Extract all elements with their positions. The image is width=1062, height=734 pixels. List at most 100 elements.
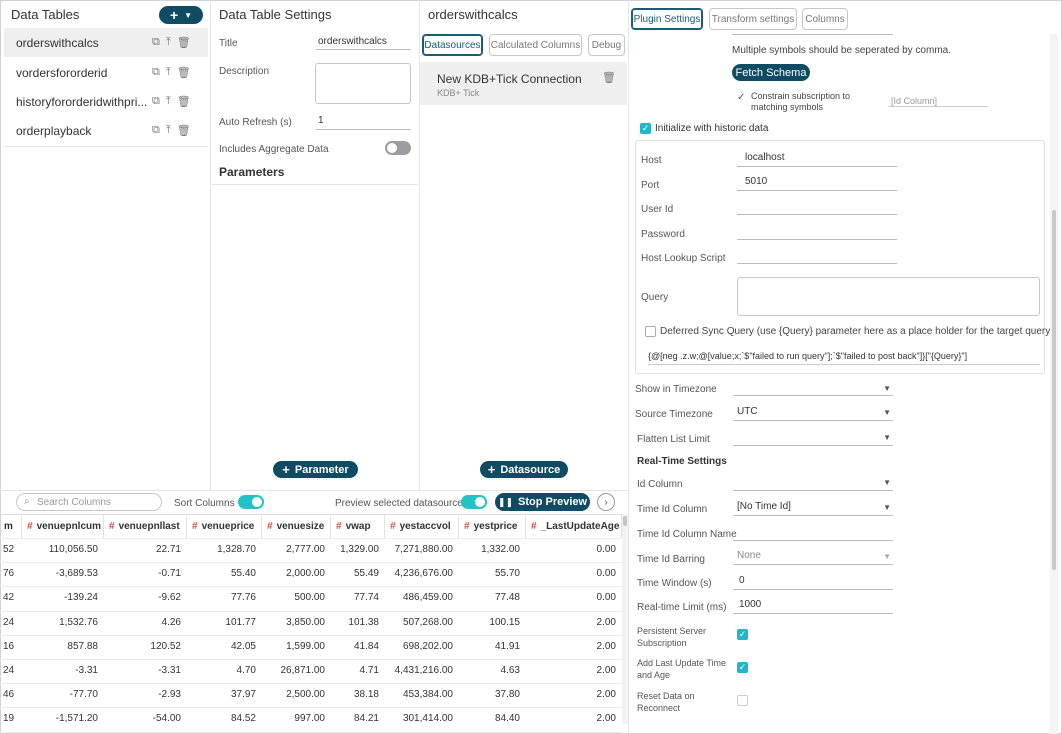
preview-toggle[interactable] <box>461 495 487 509</box>
copy-icon[interactable]: ⧉ <box>152 124 160 136</box>
host-input[interactable]: localhost <box>737 152 897 167</box>
symbols-input[interactable] <box>732 34 893 35</box>
tab-debug[interactable]: Debug <box>588 34 625 56</box>
table-cell[interactable]: 41.91 <box>494 640 520 652</box>
copy-icon[interactable]: ⧉ <box>152 95 160 107</box>
search-columns-box[interactable]: ⌕ Search Columns <box>16 493 162 511</box>
table-cell[interactable]: 41.84 <box>353 640 379 652</box>
user-id-input[interactable] <box>737 200 897 215</box>
table-cell[interactable]: 0.00 <box>596 592 616 604</box>
datasource-item[interactable]: New KDB+Tick Connection KDB+ Tick 🗑 <box>420 62 627 105</box>
table-cell[interactable]: 84.52 <box>230 713 256 725</box>
table-cell[interactable]: 3,850.00 <box>286 616 325 628</box>
table-cell[interactable]: 857.88 <box>67 640 98 652</box>
aggregate-toggle[interactable] <box>385 141 411 155</box>
upload-icon[interactable]: ⤒ <box>165 95 171 107</box>
table-cell[interactable]: 4.63 <box>500 665 520 676</box>
scrollbar-thumb[interactable] <box>623 516 627 526</box>
table-cell[interactable]: 2,777.00 <box>286 544 325 555</box>
table-cell[interactable]: 1,329.00 <box>340 544 379 555</box>
add-datasource-button[interactable]: + Datasource <box>480 461 568 478</box>
column-header[interactable]: # yestaccvol <box>385 514 459 538</box>
table-cell[interactable]: 37.80 <box>494 689 520 701</box>
table-cell[interactable]: 84.40 <box>494 713 520 725</box>
timezone-select[interactable]: ▼ <box>733 382 893 396</box>
table-cell[interactable]: 19 <box>3 713 15 725</box>
list-item[interactable]: orderswithcalcs ⧉ ⤒ 🗑 <box>4 28 208 57</box>
table-cell[interactable]: 0.00 <box>596 544 616 555</box>
deferred-checkbox[interactable] <box>645 326 656 337</box>
table-cell[interactable]: 301,414.00 <box>402 713 453 725</box>
upload-icon[interactable]: ⤒ <box>165 66 171 78</box>
table-cell[interactable]: 120.52 <box>150 640 181 652</box>
init-historic-checkbox[interactable]: ✓ <box>640 123 651 134</box>
table-cell[interactable]: 698,202.00 <box>402 640 453 652</box>
table-cell[interactable]: 55.70 <box>494 568 520 580</box>
trash-icon[interactable]: 🗑 <box>176 67 191 79</box>
table-cell[interactable]: 16 <box>3 640 15 652</box>
table-cell[interactable]: 26,871.00 <box>280 665 326 676</box>
table-cell[interactable]: -0.71 <box>158 568 181 580</box>
time-id-select[interactable]: [No Time Id] ▼ <box>733 501 893 516</box>
table-cell[interactable]: 52 <box>3 544 15 555</box>
tab-plugin-settings[interactable]: Plugin Settings <box>631 8 703 30</box>
table-cell[interactable]: 101.77 <box>225 616 256 628</box>
column-header[interactable]: # venueprice <box>187 514 262 538</box>
tab-columns[interactable]: Columns <box>802 8 848 30</box>
host-lookup-input[interactable] <box>737 249 897 264</box>
copy-icon[interactable]: ⧉ <box>152 66 160 78</box>
table-cell[interactable]: -77.70 <box>69 689 98 701</box>
scrollbar[interactable] <box>622 514 628 724</box>
source-timezone-select[interactable]: UTC ▼ <box>733 406 893 421</box>
barring-select[interactable]: None ▼ <box>733 550 893 565</box>
id-column-input[interactable]: [Id Column] <box>888 96 988 107</box>
table-cell[interactable]: 1,532.76 <box>59 616 98 628</box>
table-cell[interactable]: 38.18 <box>353 689 379 701</box>
table-cell[interactable]: -3.31 <box>75 665 98 676</box>
table-cell[interactable]: 453,384.00 <box>402 689 453 701</box>
auto-refresh-input[interactable]: 1 <box>316 115 411 130</box>
add-table-button[interactable]: + ▼ <box>159 6 203 24</box>
table-cell[interactable]: 2.00 <box>596 713 616 725</box>
trash-icon[interactable]: 🗑 <box>602 72 616 84</box>
flatten-select[interactable]: ▼ <box>733 431 893 446</box>
copy-icon[interactable]: ⧉ <box>152 36 160 48</box>
table-cell[interactable]: 2.00 <box>596 616 616 628</box>
column-header[interactable]: # venuesize <box>262 514 331 538</box>
table-cell[interactable]: 101.38 <box>348 616 379 628</box>
column-header[interactable]: # venuepnlcum <box>22 514 104 538</box>
upload-icon[interactable]: ⤒ <box>165 36 171 48</box>
table-cell[interactable]: 77.74 <box>353 592 379 604</box>
table-cell[interactable]: -3,689.53 <box>55 568 98 580</box>
table-cell[interactable]: -3.31 <box>158 665 181 676</box>
column-header[interactable]: # venuepnllast <box>104 514 187 538</box>
trash-icon[interactable]: 🗑 <box>176 125 191 137</box>
tab-datasources[interactable]: Datasources <box>422 34 483 56</box>
table-cell[interactable]: 486,459.00 <box>402 592 453 604</box>
scrollbar-thumb[interactable] <box>1052 210 1056 570</box>
table-cell[interactable]: 42 <box>3 592 15 604</box>
stop-preview-button[interactable]: ❚❚ Stop Preview <box>495 493 590 511</box>
rt-limit-input[interactable]: 1000 <box>733 599 893 614</box>
table-cell[interactable]: 4.70 <box>236 665 256 676</box>
fetch-schema-button[interactable]: Fetch Schema <box>732 64 810 81</box>
column-header[interactable]: # _LastUpdateAge <box>526 514 622 538</box>
table-cell[interactable]: 110,056.50 <box>48 544 98 555</box>
search-input[interactable]: Search Columns <box>37 497 111 508</box>
check-icon[interactable]: ✓ <box>737 92 746 103</box>
title-input[interactable]: orderswithcalcs <box>316 36 411 50</box>
query-textarea[interactable] <box>737 277 1040 316</box>
table-cell[interactable]: 7,271,880.00 <box>394 544 453 555</box>
password-input[interactable] <box>737 225 897 240</box>
persistent-checkbox[interactable]: ✓ <box>737 629 748 640</box>
table-cell[interactable]: 100.15 <box>489 616 520 628</box>
description-textarea[interactable] <box>315 63 411 104</box>
table-cell[interactable]: 76 <box>3 568 15 580</box>
table-cell[interactable]: -9.62 <box>158 592 181 604</box>
next-icon[interactable]: › <box>597 493 615 511</box>
table-cell[interactable]: 22.71 <box>155 544 181 555</box>
table-cell[interactable]: 1,328.70 <box>217 544 256 555</box>
list-item[interactable]: orderplayback ⧉ ⤒ 🗑 <box>4 116 208 145</box>
table-cell[interactable]: 24 <box>3 665 15 676</box>
table-cell[interactable]: 1,332.00 <box>481 544 520 555</box>
